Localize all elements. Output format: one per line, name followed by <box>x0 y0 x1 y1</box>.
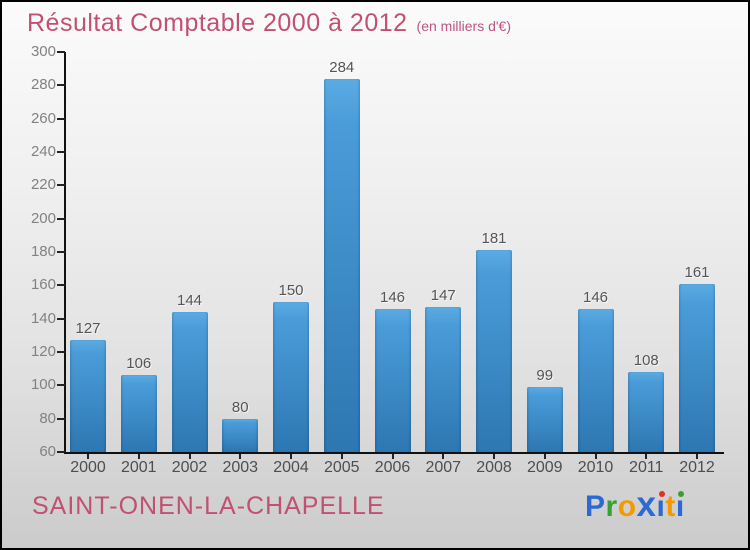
bar-value-label: 106 <box>126 355 152 373</box>
x-tick <box>594 454 597 459</box>
x-tick <box>340 454 343 459</box>
bar-value-label: 80 <box>231 398 249 416</box>
bar-value-label: 144 <box>176 292 203 309</box>
y-tick-label: 140 <box>30 309 56 327</box>
y-tick-label: 180 <box>30 243 56 260</box>
year-label: 2012 <box>679 459 715 476</box>
y-tick-label: 300 <box>30 43 56 60</box>
y-tick-label: 200 <box>30 209 56 227</box>
commune-name: SAINT-ONEN-LA-CHAPELLE <box>32 492 385 520</box>
x-tick <box>239 454 242 459</box>
bar-value-label: 150 <box>278 282 304 299</box>
x-tick <box>696 454 698 459</box>
bar-value-label: 99 <box>536 367 554 384</box>
bar-2012 <box>679 283 715 452</box>
bar-value-label: 146 <box>379 288 406 306</box>
x-tick <box>188 454 191 459</box>
bar-2010 <box>577 308 614 452</box>
year-label: 2011 <box>629 459 664 476</box>
y-tick <box>57 117 65 120</box>
year-label: 2006 <box>374 459 411 476</box>
x-tick <box>493 454 495 459</box>
logo-letter-dot <box>658 491 665 497</box>
bar-2009 <box>526 387 563 452</box>
logo-letter-r: r <box>605 490 618 523</box>
y-tick-label: 220 <box>30 176 56 194</box>
y-tick-label: 160 <box>30 276 56 294</box>
year-label: 2009 <box>526 459 563 476</box>
y-tick <box>57 317 65 320</box>
year-label: 2001 <box>120 459 157 476</box>
x-tick <box>391 454 394 459</box>
bar-value-label: 284 <box>329 58 355 76</box>
page-subtitle: (en milliers d'€) <box>416 18 512 34</box>
y-tick-label: 260 <box>30 109 56 127</box>
bar-value-label: 161 <box>684 263 710 281</box>
y-tick-label: 240 <box>30 143 56 160</box>
y-tick-label: 80 <box>39 409 56 427</box>
bar-2003 <box>222 418 259 452</box>
y-tick <box>57 84 65 87</box>
bar-2004 <box>273 302 309 452</box>
plot-area: 127 106 144 80 150 284 146 147 181 99 146 108 161 <box>66 52 726 452</box>
bar-2006 <box>374 308 411 452</box>
bar-2000 <box>70 340 106 452</box>
bar-2011 <box>628 372 665 452</box>
x-tick <box>290 454 292 459</box>
x-tick <box>87 454 89 459</box>
bar-2008 <box>476 250 512 452</box>
y-tick-label: 60 <box>39 443 56 460</box>
x-tick <box>442 454 445 459</box>
year-label: 2000 <box>70 459 106 476</box>
logo-letter-P: P <box>585 490 606 523</box>
year-label: 2010 <box>577 459 614 476</box>
bar-value-label: 108 <box>633 352 659 369</box>
logo-letter-i: ı <box>656 490 666 523</box>
y-tick <box>57 351 65 353</box>
y-tick <box>57 151 65 153</box>
bar-value-label: 127 <box>75 320 101 338</box>
bar-value-label: 181 <box>481 230 507 248</box>
logo-letter-dot <box>677 491 684 497</box>
y-tick <box>57 451 65 453</box>
year-label: 2002 <box>171 459 208 476</box>
page-title: Résultat Comptable 2000 à 2012 <box>27 9 408 37</box>
logo-letter-x: x <box>636 485 657 524</box>
x-axis <box>64 452 724 454</box>
bar-value-label: 146 <box>582 288 609 306</box>
x-tick <box>543 454 546 459</box>
logo-letter-o: o <box>617 490 637 523</box>
y-tick <box>57 217 65 220</box>
year-label: 2007 <box>425 459 462 476</box>
y-axis <box>64 52 66 454</box>
bar-value-label: 147 <box>430 287 456 304</box>
year-label: 2005 <box>323 459 360 476</box>
x-tick <box>645 454 648 459</box>
y-tick <box>57 184 65 187</box>
y-tick-label: 120 <box>30 343 56 360</box>
bar-2007 <box>425 307 462 452</box>
y-tick <box>57 384 65 387</box>
y-tick <box>57 284 65 287</box>
x-tick <box>137 454 140 459</box>
year-label: 2008 <box>476 459 512 476</box>
year-label: 2003 <box>222 459 259 476</box>
y-tick <box>57 51 65 53</box>
year-label: 2004 <box>273 459 309 476</box>
y-tick-label: 280 <box>30 76 56 94</box>
y-tick <box>57 417 65 420</box>
y-tick-label: 100 <box>30 376 56 394</box>
bar-2002 <box>171 312 208 452</box>
bar-2005 <box>323 78 360 452</box>
logo-letter-i: ı <box>675 490 685 523</box>
logo-letter-t: t <box>665 490 676 523</box>
y-tick <box>57 251 65 253</box>
title-row: Résultat Comptable 2000 à 2012 (en milli… <box>27 9 511 38</box>
bar-2001 <box>120 375 157 452</box>
